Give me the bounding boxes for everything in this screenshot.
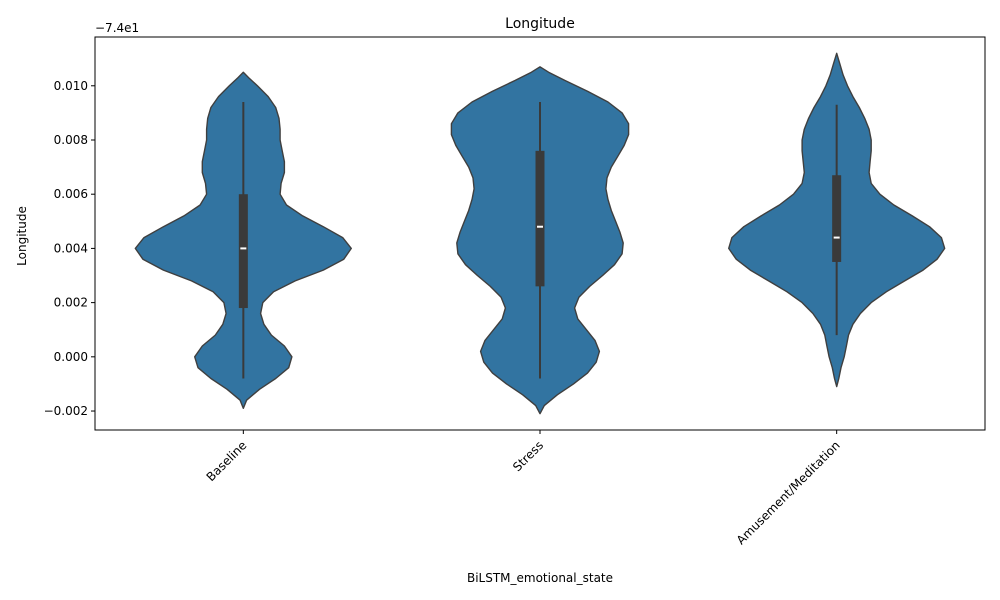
y-tick-label: −0.002 [44, 404, 88, 418]
y-axis-label: Longitude [15, 206, 29, 266]
y-tick-label: 0.002 [54, 296, 88, 310]
chart-title: Longitude [505, 16, 575, 32]
x-tick-label: Stress [510, 438, 546, 474]
y-tick-label: 0.006 [54, 187, 88, 201]
violin-0 [134, 71, 352, 409]
x-axis-label: BiLSTM_emotional_state [467, 571, 613, 585]
x-tick-label: Baseline [204, 438, 250, 484]
y-tick-label: 0.008 [54, 133, 88, 147]
violin-iqr-box [832, 175, 842, 262]
y-tick-label: 0.010 [54, 79, 88, 93]
violin-iqr-box [238, 194, 248, 309]
y-tick-label: 0.004 [54, 241, 88, 255]
violin-iqr-box [535, 150, 545, 287]
y-tick-label: 0.000 [54, 350, 88, 364]
violin-2 [728, 52, 946, 388]
y-axis-offset-text: −7.4e1 [95, 21, 139, 35]
x-tick-label: Amusement/Meditation [734, 438, 843, 547]
violins-layer [134, 52, 946, 415]
violin-1 [450, 66, 630, 415]
